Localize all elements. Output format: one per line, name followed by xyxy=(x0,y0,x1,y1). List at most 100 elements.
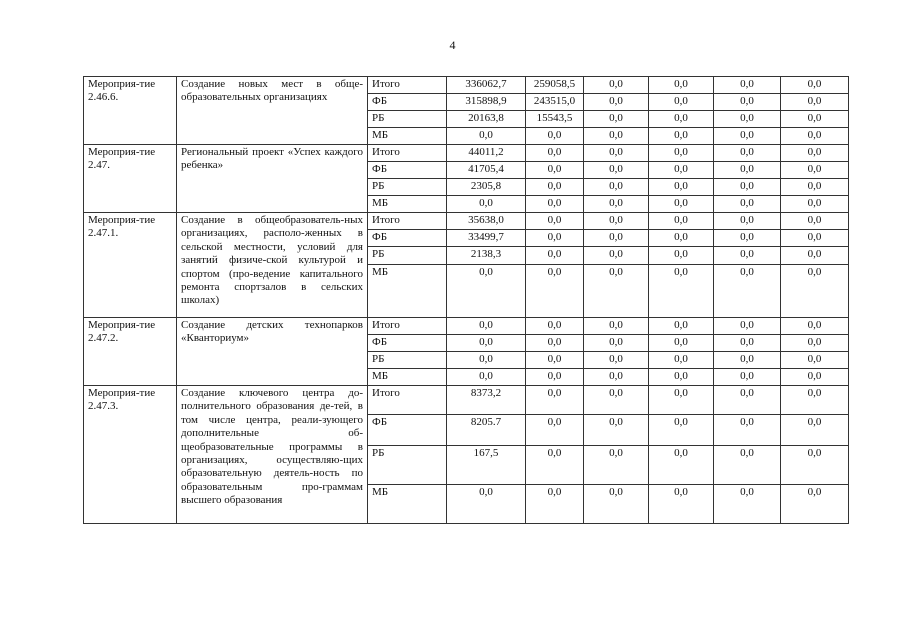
amount-cell: 0,0 xyxy=(583,334,649,352)
amount-cell: 0,0 xyxy=(525,127,584,145)
amount-cell: 0,0 xyxy=(648,229,714,247)
amount-cell: 0,0 xyxy=(446,127,526,145)
amount-cell: 0,0 xyxy=(713,76,781,94)
amount-cell: 243515,0 xyxy=(525,93,584,111)
amount-cell: 0,0 xyxy=(713,161,781,179)
amount-cell: 0,0 xyxy=(648,414,714,446)
amount-cell: 0,0 xyxy=(780,334,849,352)
table-row: РБ 20163,8 15543,5 0,0 0,0 0,0 0,0 xyxy=(84,110,849,128)
amount-cell: 167,5 xyxy=(446,445,526,485)
amount-cell: 0,0 xyxy=(583,445,649,485)
amount-cell: 0,0 xyxy=(780,127,849,145)
funding-source: ФБ xyxy=(367,414,447,446)
amount-cell: 0,0 xyxy=(648,93,714,111)
amount-cell: 0,0 xyxy=(583,484,649,524)
amount-cell: 315898,9 xyxy=(446,93,526,111)
amount-cell: 0,0 xyxy=(525,195,584,213)
amount-cell: 0,0 xyxy=(583,212,649,230)
amount-cell: 0,0 xyxy=(525,144,584,162)
measure-description: Создание новых мест в обще-образовательн… xyxy=(176,76,368,145)
amount-cell: 0,0 xyxy=(648,144,714,162)
amount-cell: 0,0 xyxy=(525,229,584,247)
amount-cell: 0,0 xyxy=(648,351,714,369)
table-row: МБ 0,0 0,0 0,0 0,0 0,0 0,0 xyxy=(84,484,849,524)
amount-cell: 0,0 xyxy=(583,229,649,247)
amount-cell: 0,0 xyxy=(525,178,584,196)
table-row: МБ 0,0 0,0 0,0 0,0 0,0 0,0 xyxy=(84,127,849,145)
amount-cell: 33499,7 xyxy=(446,229,526,247)
amount-cell: 0,0 xyxy=(583,178,649,196)
amount-cell: 0,0 xyxy=(780,229,849,247)
amount-cell: 0,0 xyxy=(780,212,849,230)
amount-cell: 0,0 xyxy=(648,246,714,265)
amount-cell: 259058,5 xyxy=(525,76,584,94)
amount-cell: 0,0 xyxy=(583,385,649,415)
funding-source: РБ xyxy=(367,246,447,265)
amount-cell: 0,0 xyxy=(713,334,781,352)
table-row: ФБ 41705,4 0,0 0,0 0,0 0,0 0,0 xyxy=(84,161,849,179)
amount-cell: 0,0 xyxy=(713,195,781,213)
funding-source: Итого xyxy=(367,144,447,162)
funding-source: ФБ xyxy=(367,161,447,179)
funding-source: ФБ xyxy=(367,334,447,352)
funding-source: Итого xyxy=(367,385,447,415)
amount-cell: 0,0 xyxy=(446,351,526,369)
amount-cell: 0,0 xyxy=(713,93,781,111)
amount-cell: 0,0 xyxy=(525,212,584,230)
amount-cell: 0,0 xyxy=(446,334,526,352)
amount-cell: 0,0 xyxy=(713,385,781,415)
amount-cell: 0,0 xyxy=(780,264,849,318)
amount-cell: 0,0 xyxy=(780,178,849,196)
funding-table: Мероприя-тие 2.46.6. Создание новых мест … xyxy=(83,76,849,524)
table-row: Мероприя-тие 2.47.1. Создание в общеобраз… xyxy=(83,212,849,318)
amount-cell: 0,0 xyxy=(780,445,849,485)
amount-cell: 0,0 xyxy=(648,368,714,386)
amount-cell: 0,0 xyxy=(780,246,849,265)
amount-cell: 0,0 xyxy=(713,178,781,196)
amount-cell: 8373,2 xyxy=(446,385,526,415)
funding-source: ФБ xyxy=(367,229,447,247)
amount-cell: 0,0 xyxy=(780,161,849,179)
amount-cell: 0,0 xyxy=(583,368,649,386)
amount-cell: 0,0 xyxy=(713,212,781,230)
amount-cell: 0,0 xyxy=(713,144,781,162)
amount-cell: 0,0 xyxy=(713,229,781,247)
table-row: Мероприя-тие 2.46.6. Создание новых мест … xyxy=(83,76,849,145)
measure-description: Создание в общеобразователь-ных организа… xyxy=(176,212,368,318)
amount-cell: 0,0 xyxy=(780,144,849,162)
funding-source: Итого xyxy=(367,76,447,94)
amount-cell: 0,0 xyxy=(525,246,584,265)
amount-cell: 0,0 xyxy=(780,93,849,111)
amount-cell: 0,0 xyxy=(713,264,781,318)
amount-cell: 0,0 xyxy=(648,484,714,524)
amount-cell: 0,0 xyxy=(525,161,584,179)
measure-code: Мероприя-тие 2.47.1. xyxy=(83,212,177,318)
amount-cell: 20163,8 xyxy=(446,110,526,128)
amount-cell: 0,0 xyxy=(583,351,649,369)
page-number: 4 xyxy=(449,38,456,52)
amount-cell: 0,0 xyxy=(713,368,781,386)
amount-cell: 0,0 xyxy=(648,127,714,145)
amount-cell: 0,0 xyxy=(446,317,526,335)
amount-cell: 0,0 xyxy=(648,317,714,335)
amount-cell: 0,0 xyxy=(648,195,714,213)
funding-source: РБ xyxy=(367,178,447,196)
amount-cell: 0,0 xyxy=(780,110,849,128)
amount-cell: 0,0 xyxy=(780,414,849,446)
amount-cell: 0,0 xyxy=(583,76,649,94)
funding-source: МБ xyxy=(367,368,447,386)
amount-cell: 0,0 xyxy=(583,93,649,111)
amount-cell: 0,0 xyxy=(648,161,714,179)
amount-cell: 8205.7 xyxy=(446,414,526,446)
amount-cell: 0,0 xyxy=(446,195,526,213)
table-row: Мероприя-тие 2.47. Региональный проект «У… xyxy=(83,144,849,213)
amount-cell: 0,0 xyxy=(583,127,649,145)
amount-cell: 0,0 xyxy=(525,445,584,485)
amount-cell: 0,0 xyxy=(583,144,649,162)
amount-cell: 0,0 xyxy=(780,385,849,415)
funding-source: РБ xyxy=(367,445,447,485)
table-row: Мероприя-тие 2.47.3. Создание ключевого ц… xyxy=(83,385,849,524)
amount-cell: 0,0 xyxy=(583,317,649,335)
measure-description: Создание ключевого центра до-полнительно… xyxy=(176,385,368,524)
amount-cell: 0,0 xyxy=(648,385,714,415)
